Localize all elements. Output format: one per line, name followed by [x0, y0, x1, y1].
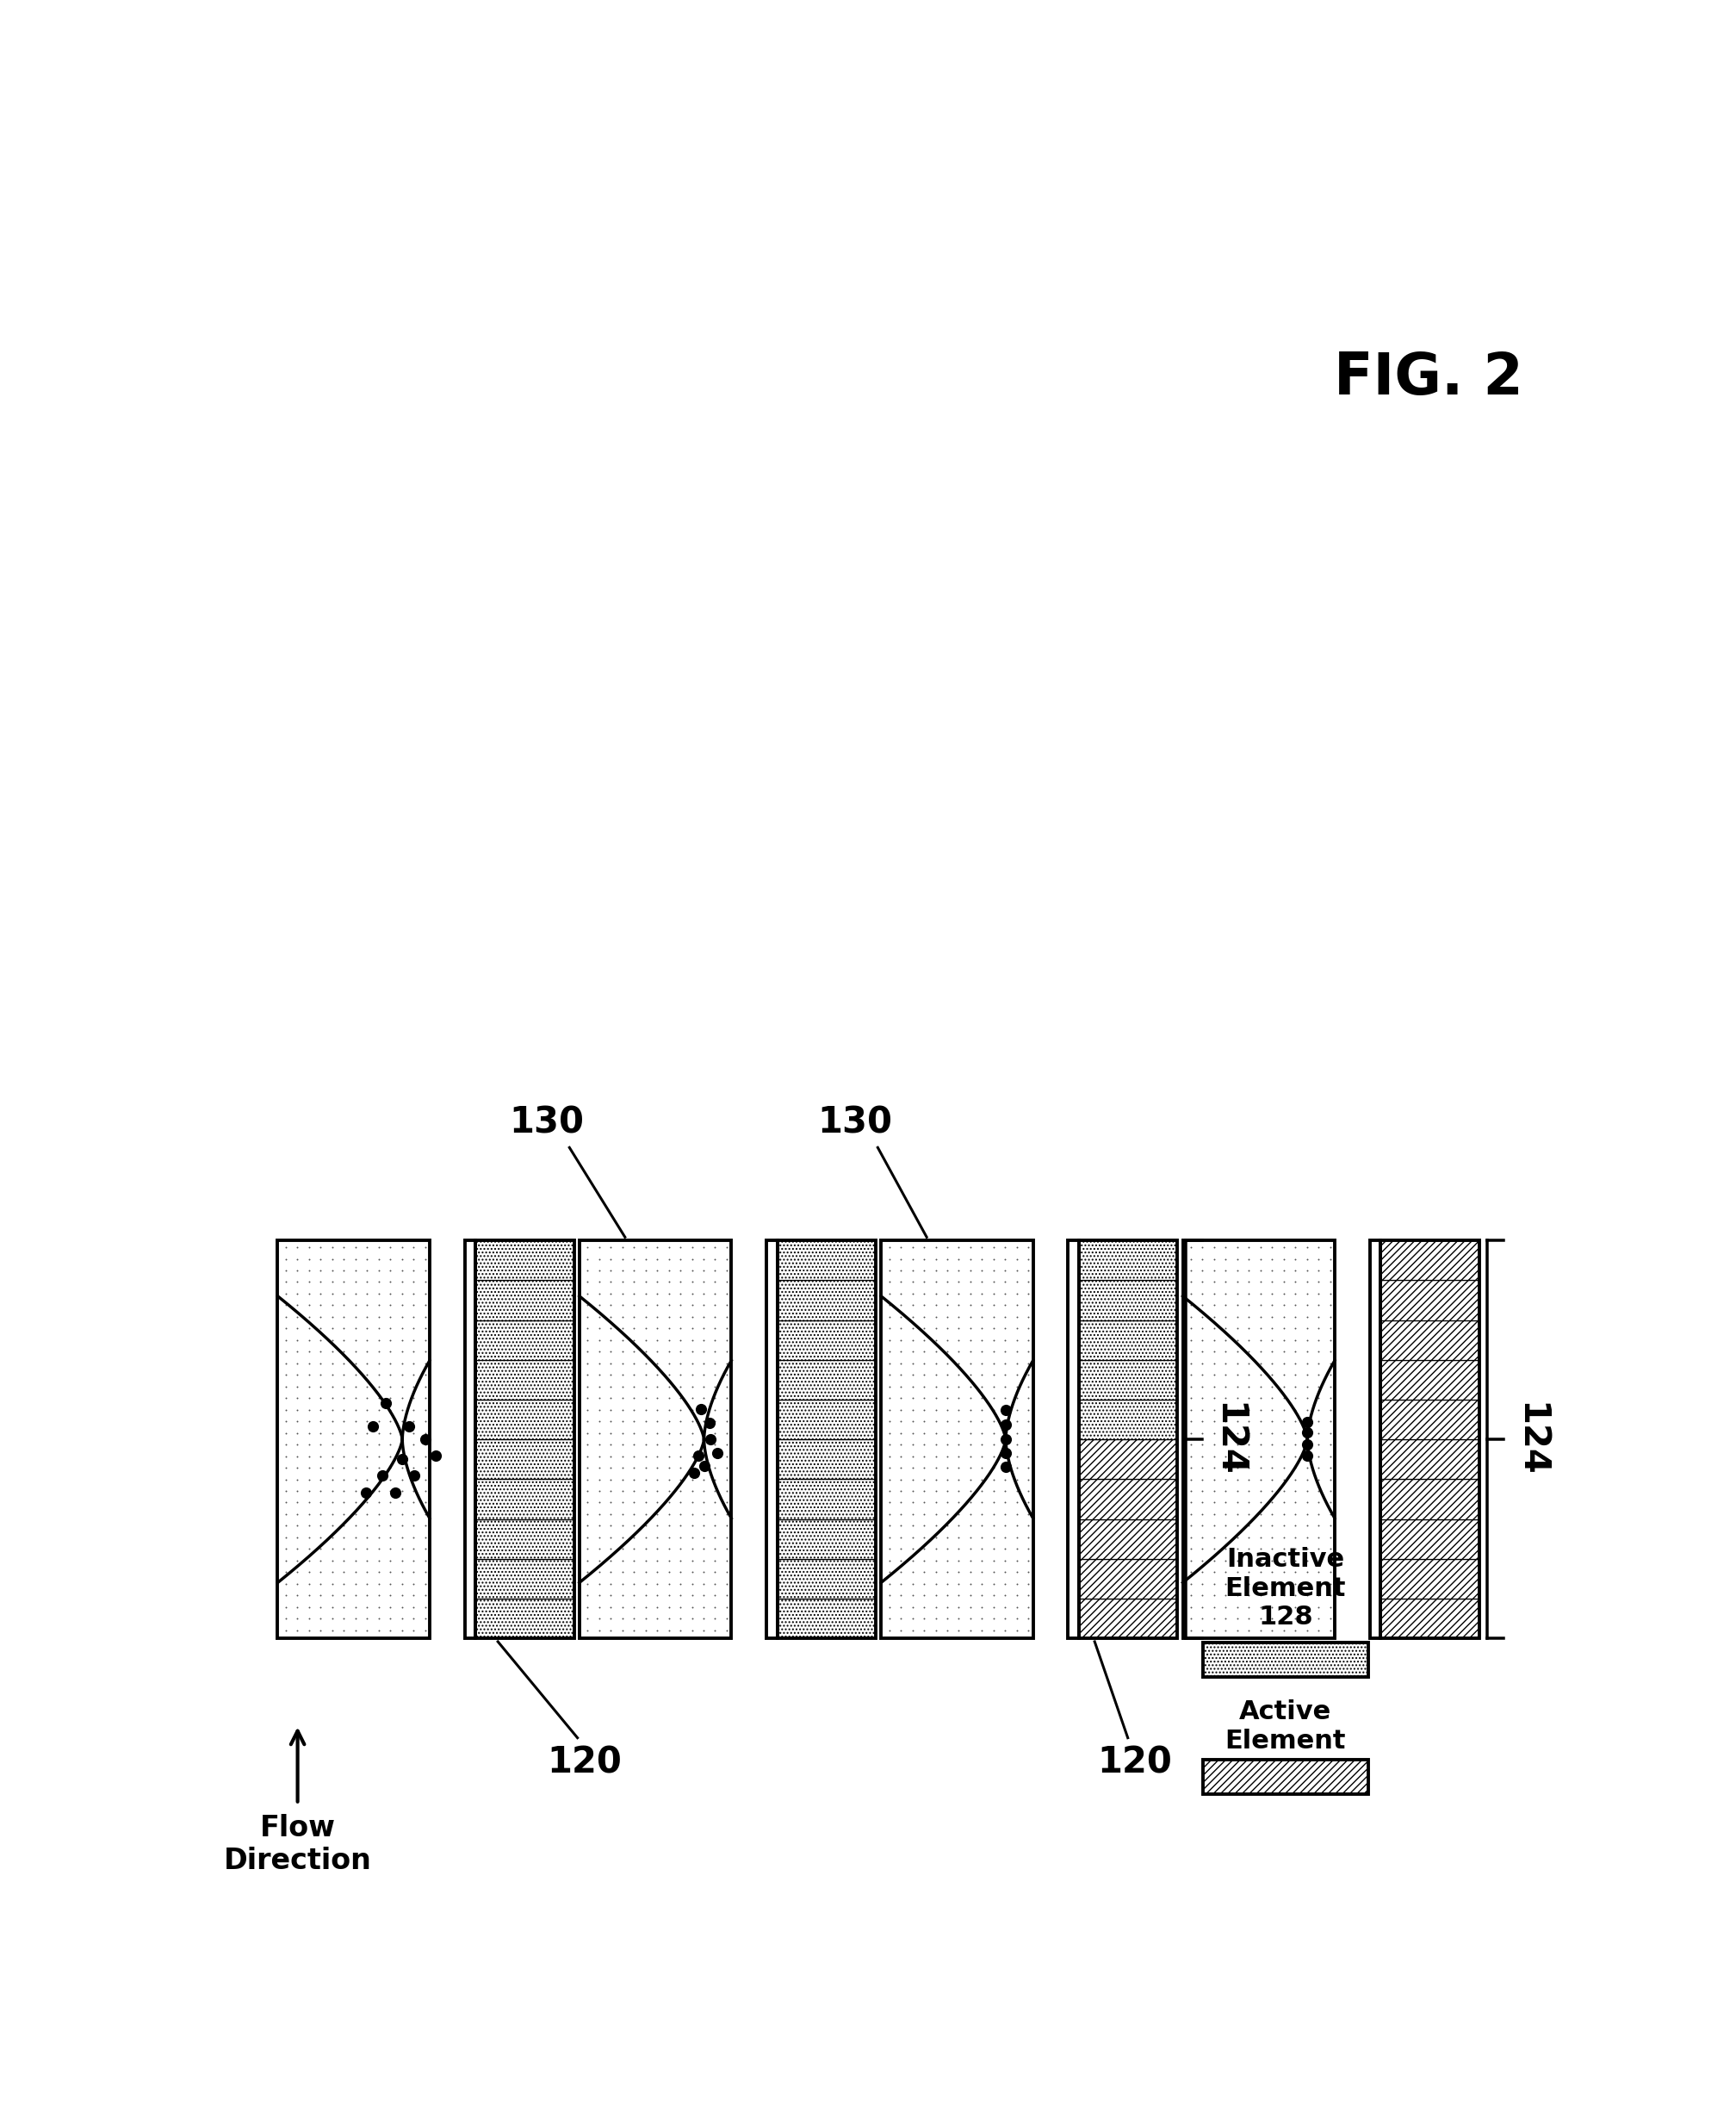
Point — [703, 1436, 731, 1470]
Bar — [1080, 1281, 1177, 1319]
Bar — [778, 1281, 875, 1319]
Point — [359, 1408, 387, 1442]
Text: 130: 130 — [509, 1104, 583, 1141]
Bar — [778, 1519, 875, 1559]
Point — [401, 1459, 429, 1493]
Bar — [465, 1240, 476, 1638]
Bar — [1080, 1519, 1177, 1559]
Bar — [476, 1440, 575, 1478]
Point — [1293, 1438, 1321, 1472]
Text: 120: 120 — [1097, 1744, 1172, 1780]
Text: 124: 124 — [1512, 1402, 1549, 1476]
Bar — [580, 1240, 731, 1638]
Bar — [476, 1359, 575, 1400]
Bar — [1380, 1440, 1479, 1478]
Bar — [882, 1240, 1033, 1638]
Point — [422, 1438, 450, 1472]
Point — [991, 1393, 1019, 1427]
Point — [684, 1438, 712, 1472]
Bar — [476, 1240, 575, 1638]
Bar — [1380, 1281, 1479, 1319]
Point — [991, 1436, 1019, 1470]
Bar — [1080, 1240, 1177, 1281]
Bar — [476, 1478, 575, 1519]
Point — [1293, 1427, 1321, 1461]
Bar — [476, 1519, 575, 1559]
Point — [991, 1451, 1019, 1485]
Point — [1293, 1417, 1321, 1451]
Bar — [1380, 1240, 1479, 1638]
Point — [681, 1455, 708, 1489]
Bar — [1370, 1240, 1380, 1638]
Bar — [1080, 1478, 1177, 1519]
Bar — [1080, 1599, 1177, 1638]
Bar — [1203, 1642, 1368, 1676]
Point — [1293, 1406, 1321, 1440]
Point — [396, 1408, 424, 1442]
Point — [691, 1449, 719, 1483]
Point — [389, 1442, 417, 1476]
Text: 120: 120 — [547, 1744, 621, 1780]
Text: Flow
Direction: Flow Direction — [224, 1814, 372, 1875]
Bar — [1080, 1440, 1177, 1478]
Bar — [1182, 1240, 1335, 1638]
Bar — [778, 1478, 875, 1519]
Bar — [476, 1400, 575, 1440]
Point — [352, 1476, 380, 1510]
Point — [382, 1476, 410, 1510]
Bar — [778, 1440, 875, 1478]
Point — [991, 1423, 1019, 1457]
Text: Active
Element
126: Active Element 126 — [1226, 1699, 1345, 1782]
Bar — [1380, 1599, 1479, 1638]
Bar — [476, 1599, 575, 1638]
Bar — [1203, 1759, 1368, 1795]
Point — [411, 1423, 439, 1457]
Bar — [278, 1240, 429, 1638]
Bar — [1380, 1559, 1479, 1599]
Point — [368, 1459, 396, 1493]
Text: 130: 130 — [818, 1104, 892, 1141]
Bar — [1080, 1359, 1177, 1400]
Point — [696, 1406, 724, 1440]
Bar — [476, 1319, 575, 1359]
Bar — [1380, 1319, 1479, 1359]
Bar — [1380, 1519, 1479, 1559]
Bar — [778, 1319, 875, 1359]
Bar — [778, 1599, 875, 1638]
Bar — [778, 1400, 875, 1440]
Point — [696, 1423, 724, 1457]
Point — [372, 1385, 399, 1419]
Bar — [1380, 1240, 1479, 1281]
Bar — [778, 1240, 875, 1638]
Bar — [1380, 1478, 1479, 1519]
Bar — [1068, 1240, 1080, 1638]
Bar — [1380, 1400, 1479, 1440]
Bar — [1080, 1240, 1177, 1638]
Bar — [476, 1559, 575, 1599]
Text: 124: 124 — [1210, 1402, 1246, 1476]
Point — [991, 1408, 1019, 1442]
Bar — [1080, 1400, 1177, 1440]
Bar — [778, 1359, 875, 1400]
Bar — [476, 1281, 575, 1319]
Bar — [476, 1240, 575, 1281]
Bar — [778, 1240, 875, 1281]
Bar — [766, 1240, 778, 1638]
Bar — [1380, 1359, 1479, 1400]
Text: FIG. 2: FIG. 2 — [1333, 350, 1522, 406]
Text: Inactive
Element
128: Inactive Element 128 — [1226, 1546, 1345, 1629]
Bar — [1080, 1319, 1177, 1359]
Bar — [1080, 1559, 1177, 1599]
Bar — [778, 1559, 875, 1599]
Point — [687, 1393, 715, 1427]
